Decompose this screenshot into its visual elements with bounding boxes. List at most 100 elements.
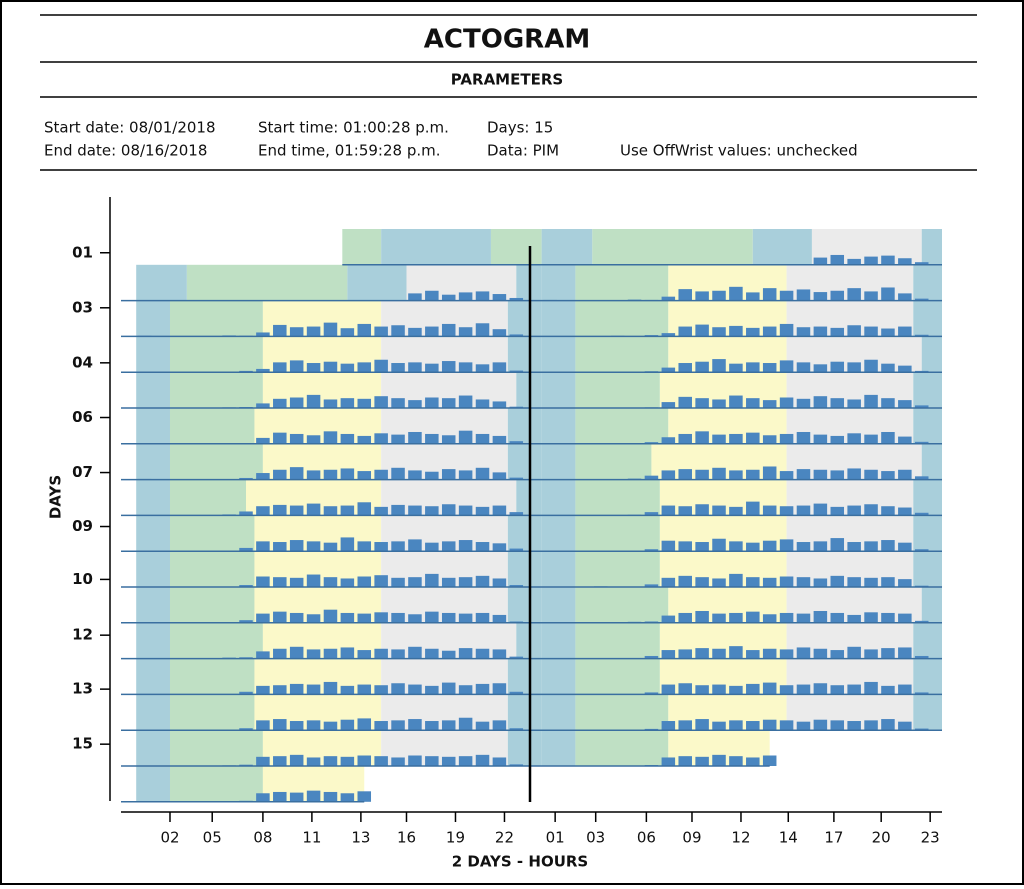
activity-bar [797,327,811,336]
activity-bar [341,613,355,623]
activity-bar [746,433,760,444]
activity-bar [864,682,878,694]
activity-bar [678,506,692,515]
phase-band [491,229,542,265]
y-tick-label: 06 [72,408,93,426]
phase-band [170,336,263,372]
phase-band [913,659,942,695]
activity-bar [442,361,456,372]
activity-bar [341,686,355,695]
activity-bar [780,360,794,372]
activity-bar [442,504,456,515]
activity-bar [746,328,760,337]
phase-band [187,265,347,301]
activity-bar [678,613,692,623]
activity-bar [831,328,845,337]
phase-band [170,694,254,730]
phase-band [542,480,576,516]
activity-bar [493,436,507,444]
phase-band [575,265,668,301]
activity-bar [695,648,709,658]
activity-bar [358,650,372,659]
activity-bar [662,578,676,587]
phase-band [170,480,246,516]
activity-bar [831,538,845,551]
activity-bar [695,362,709,372]
y-tick-label: 13 [72,680,93,698]
phase-band [136,694,170,730]
activity-bar [391,541,405,551]
phase-band [508,730,542,766]
activity-bar [864,291,878,300]
activity-bar [881,686,895,695]
phase-band [170,551,254,587]
activity-bar [746,757,760,766]
activity-bar [847,362,861,372]
activity-bar [290,327,304,336]
phase-band [922,336,942,372]
activity-bar [797,289,811,300]
phase-band [136,372,170,408]
activity-bar [273,399,287,408]
activity-bar [408,362,422,372]
x-tick-label: 11 [302,829,321,847]
phase-band [913,623,942,659]
y-axis-label: DAYS [47,475,65,519]
activity-bar [476,323,490,336]
activity-bar [864,541,878,551]
param: End date: 08/16/2018 [44,142,207,160]
activity-bar [290,506,304,516]
activity-bar [814,364,828,372]
activity-bar [374,649,388,659]
activity-bar [746,502,760,516]
activity-bar [695,398,709,408]
activity-bar [408,506,422,516]
activity-bar [678,469,692,479]
activity-bar [678,363,692,372]
activity-bar [391,578,405,587]
activity-bar [780,471,794,480]
activity-bar [678,576,692,587]
activity-bar [408,400,422,408]
x-tick-label: 22 [495,829,514,847]
activity-bar [256,438,270,444]
activity-bar [729,434,743,444]
activity-bar [290,613,304,623]
y-tick-label: 15 [72,735,93,753]
activity-bar [881,432,895,444]
activity-bar [358,502,372,515]
activity-bar [273,792,287,802]
activity-bar [307,327,321,337]
phase-band [508,301,542,337]
y-tick-label: 12 [72,626,93,644]
activity-bar [425,327,439,337]
phase-band [575,301,668,337]
phase-band [170,587,254,623]
activity-bar [425,649,439,659]
activity-bar [493,294,507,301]
x-tick-label: 01 [546,829,565,847]
activity-bar [374,433,388,443]
activity-bar [425,291,439,301]
activity-bar [391,649,405,658]
activity-bar [729,720,743,730]
phase-band [542,551,576,587]
activity-bar [847,647,861,659]
activity-bar [459,396,473,408]
activity-bar [831,507,845,516]
activity-bar [881,287,895,300]
activity-bar [374,327,388,337]
activity-bar [408,647,422,659]
x-tick-label: 14 [779,829,798,847]
activity-bar [678,756,692,766]
activity-bar [374,542,388,551]
phase-band [913,301,942,337]
activity-bar [459,292,473,300]
activity-bar [358,362,372,372]
activity-bar [425,543,439,552]
activity-bar [425,686,439,695]
activity-bar [493,401,507,408]
param: Days: 15 [487,119,553,137]
activity-bar [459,718,473,730]
x-tick-label: 16 [397,829,416,847]
